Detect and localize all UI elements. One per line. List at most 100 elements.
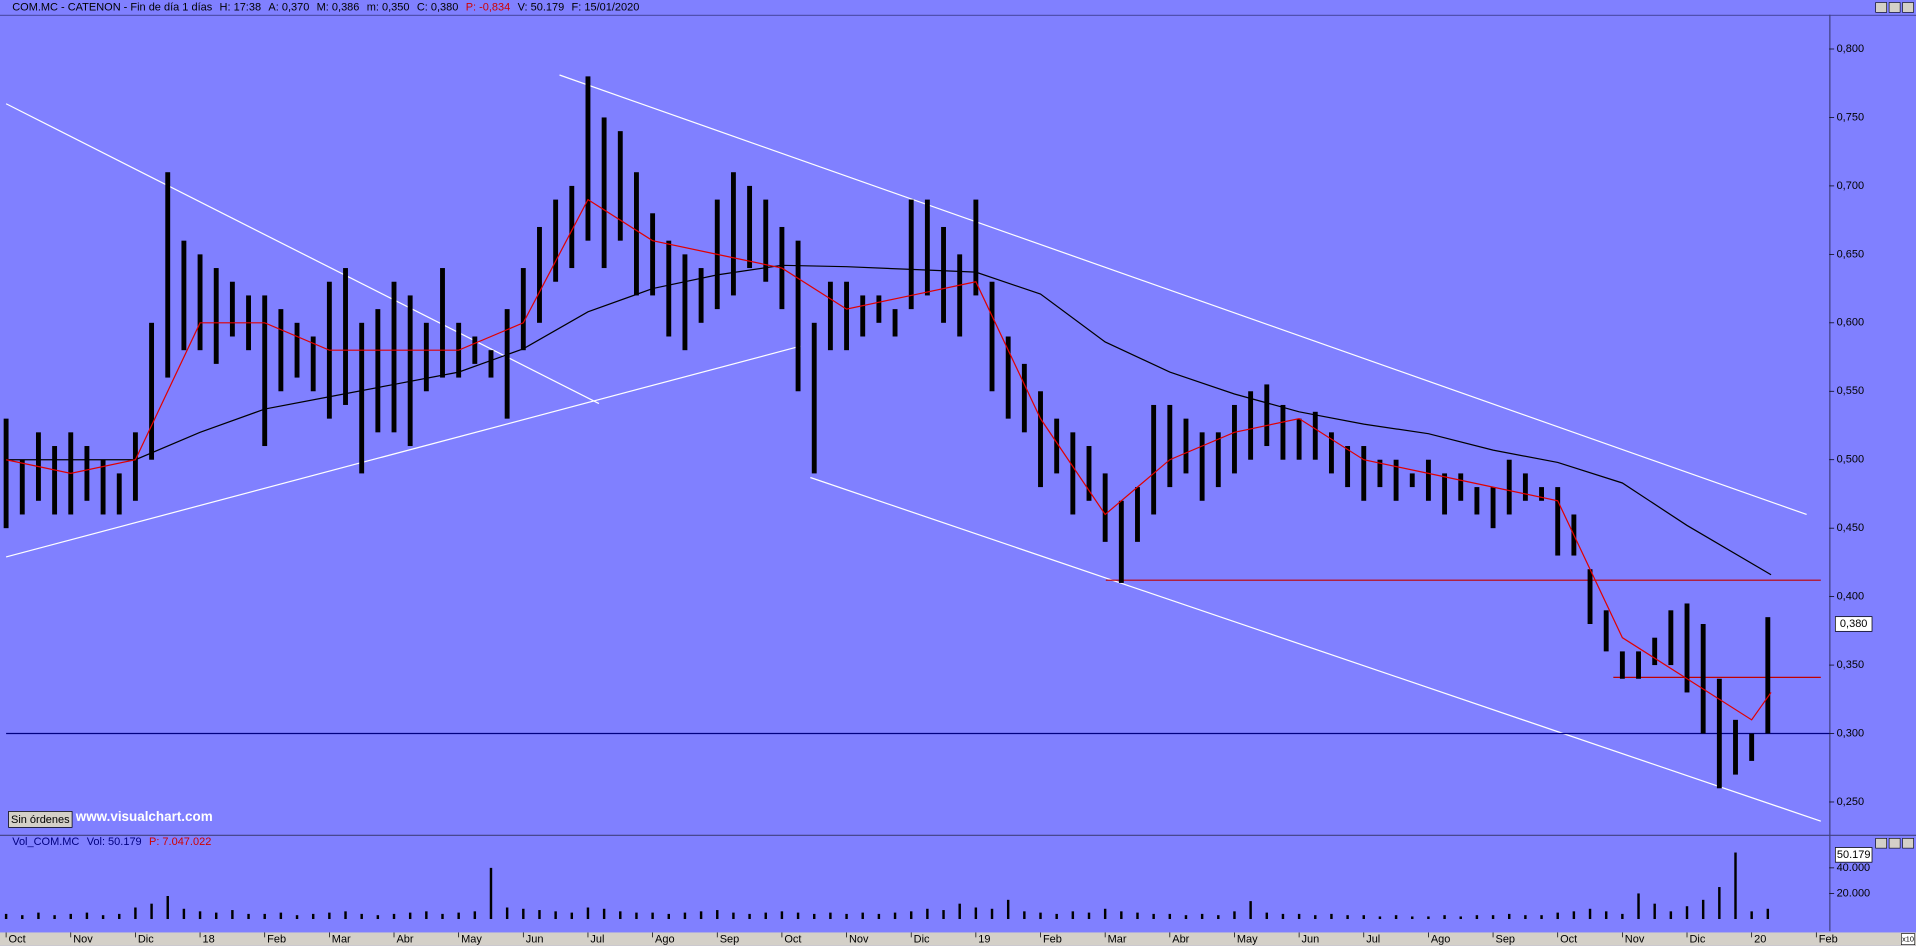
volume-bar <box>602 908 606 920</box>
volume-bar <box>1572 911 1576 920</box>
price-bar <box>278 309 284 392</box>
price-bar <box>1005 336 1011 419</box>
volume-bar <box>813 913 816 920</box>
volume-bar <box>69 913 72 920</box>
price-bar <box>1377 459 1383 488</box>
volume-bar <box>1540 915 1543 920</box>
price-bar <box>116 473 122 515</box>
minimize-button[interactable] <box>1875 2 1887 13</box>
x-tick-label: Abr <box>1172 934 1189 946</box>
price-bar <box>1135 487 1140 542</box>
price-bar <box>666 240 672 337</box>
scale-box-label[interactable]: x10 <box>1902 935 1914 944</box>
header-field: Vol: 50.179 <box>87 836 142 848</box>
price-bar <box>310 336 316 392</box>
price-bar <box>763 199 769 282</box>
volume-bar <box>1281 913 1285 920</box>
x-tick-label: Mar <box>332 934 351 946</box>
price-bar <box>1668 610 1674 666</box>
price-bar <box>811 322 817 474</box>
volume-bar <box>1200 913 1204 920</box>
close-button[interactable] <box>1902 2 1914 13</box>
orders-button-label[interactable]: Sin órdenes <box>11 814 70 826</box>
x-tick-label: Feb <box>267 934 286 946</box>
price-bar <box>730 172 736 296</box>
maximize-button[interactable] <box>1888 838 1901 849</box>
volume-bar <box>231 910 234 920</box>
volume-bar <box>538 910 541 920</box>
price-bar <box>1474 487 1480 515</box>
x-tick-label: Feb <box>1819 934 1838 946</box>
x-tick-label: Nov <box>1625 934 1645 946</box>
volume-bar <box>473 911 477 920</box>
price-bar <box>1700 624 1706 734</box>
price-bar <box>1490 487 1496 529</box>
volume-bar <box>1168 913 1172 920</box>
volume-bar <box>1734 852 1737 920</box>
volume-bar <box>182 908 186 920</box>
volume-bar <box>263 913 266 920</box>
watermark: www.visualchart.com <box>75 809 213 824</box>
price-bar <box>488 350 494 378</box>
y-tick-label: 0,250 <box>1837 796 1865 808</box>
x-tick-label: Oct <box>9 934 26 946</box>
volume-bar <box>1297 913 1301 920</box>
volume-bar <box>990 908 994 920</box>
price-bar <box>391 281 397 433</box>
volume-bar <box>489 867 493 920</box>
price-bar <box>795 240 801 392</box>
trend-line <box>810 476 1822 822</box>
price-bar <box>876 295 882 323</box>
price-bar <box>1021 363 1027 433</box>
volume-bar <box>974 907 978 920</box>
y-tick-label: 0,450 <box>1837 522 1865 534</box>
volume-bar <box>942 910 945 920</box>
price-bar <box>1603 610 1609 652</box>
volume-bar <box>554 911 557 920</box>
x-tick-label: Jul <box>590 934 604 946</box>
close-button[interactable] <box>1902 838 1914 849</box>
volume-bar <box>1588 908 1592 920</box>
volume-bar <box>53 915 56 920</box>
orders-button[interactable] <box>8 811 73 828</box>
volume-bar <box>1087 912 1091 920</box>
price-bar <box>1118 500 1124 583</box>
price-bar <box>407 295 413 447</box>
header-field: M: 0,386 <box>317 1 360 13</box>
volume-bar <box>1006 899 1010 920</box>
price-bar <box>1151 404 1157 515</box>
y-tick-label: 0,500 <box>1837 454 1865 466</box>
minimize-button[interactable] <box>1875 838 1887 849</box>
last-value-label: 0,380 <box>1840 618 1868 630</box>
volume-bar <box>37 912 40 920</box>
last-value-badge <box>1834 616 1873 632</box>
scale-box[interactable] <box>1901 933 1916 945</box>
volume-bar <box>1103 908 1107 920</box>
price-bar <box>1328 432 1334 474</box>
x-tick-label: Jun <box>1302 934 1320 946</box>
x-tick-label: Sep <box>1496 934 1516 946</box>
price-bar <box>1442 473 1448 515</box>
volume-bar <box>4 913 8 920</box>
volume-bar <box>457 912 460 920</box>
volume-bar <box>1685 906 1689 920</box>
volume-bar <box>215 912 218 920</box>
maximize-button[interactable] <box>1888 2 1901 13</box>
price-bar <box>1167 404 1173 488</box>
volume-bar <box>1120 911 1123 920</box>
volume-bar <box>1669 911 1673 920</box>
price-bar <box>1749 733 1755 761</box>
last-value-label: 50.179 <box>1837 849 1871 861</box>
price-bar <box>1522 473 1528 501</box>
x-tick-label: Dic <box>138 934 154 946</box>
price-bar <box>181 240 187 351</box>
volume-bar <box>376 915 380 920</box>
price-bar <box>1716 678 1722 789</box>
volume-bar <box>1621 913 1624 920</box>
volume-bar <box>619 911 622 920</box>
price-bar <box>973 199 979 296</box>
price-bar <box>504 309 510 419</box>
volume-bar <box>1556 912 1559 920</box>
